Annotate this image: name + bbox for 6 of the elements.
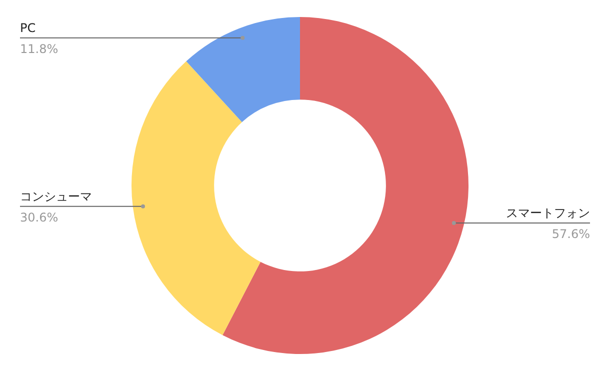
slice-label: コンシューマ bbox=[20, 189, 92, 204]
data-label: 30.6% bbox=[20, 210, 58, 224]
slice-label: スマートフォン bbox=[506, 206, 590, 220]
data-label: 57.6% bbox=[552, 226, 590, 241]
slice-label: PC bbox=[20, 20, 36, 35]
data-label: 11.8% bbox=[20, 42, 58, 56]
